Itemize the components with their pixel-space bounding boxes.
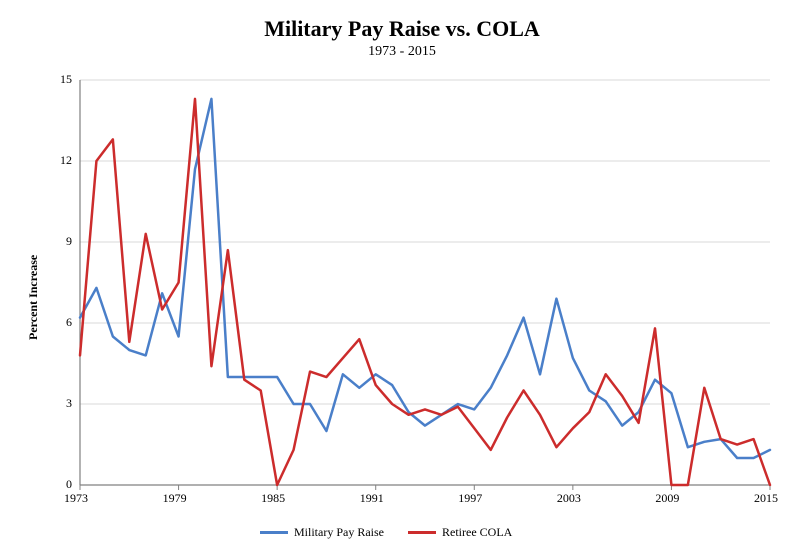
x-tick: 2015 bbox=[754, 491, 778, 506]
legend: Military Pay Raise Retiree COLA bbox=[260, 525, 512, 540]
legend-swatch-cola bbox=[408, 531, 436, 534]
x-tick: 1973 bbox=[64, 491, 88, 506]
x-tick: 2003 bbox=[557, 491, 581, 506]
x-tick: 2009 bbox=[655, 491, 679, 506]
y-tick: 15 bbox=[60, 72, 72, 87]
legend-item-military: Military Pay Raise bbox=[260, 525, 384, 540]
y-tick: 0 bbox=[66, 477, 72, 492]
x-tick: 1979 bbox=[163, 491, 187, 506]
x-tick: 1985 bbox=[261, 491, 285, 506]
plot-area bbox=[0, 0, 804, 553]
legend-item-cola: Retiree COLA bbox=[408, 525, 512, 540]
legend-swatch-military bbox=[260, 531, 288, 534]
chart-container: Military Pay Raise vs. COLA 1973 - 2015 … bbox=[0, 0, 804, 553]
legend-label-cola: Retiree COLA bbox=[442, 525, 512, 540]
y-tick: 3 bbox=[66, 396, 72, 411]
legend-label-military: Military Pay Raise bbox=[294, 525, 384, 540]
y-tick: 9 bbox=[66, 234, 72, 249]
y-tick: 12 bbox=[60, 153, 72, 168]
y-tick: 6 bbox=[66, 315, 72, 330]
x-tick: 1991 bbox=[360, 491, 384, 506]
x-tick: 1997 bbox=[458, 491, 482, 506]
